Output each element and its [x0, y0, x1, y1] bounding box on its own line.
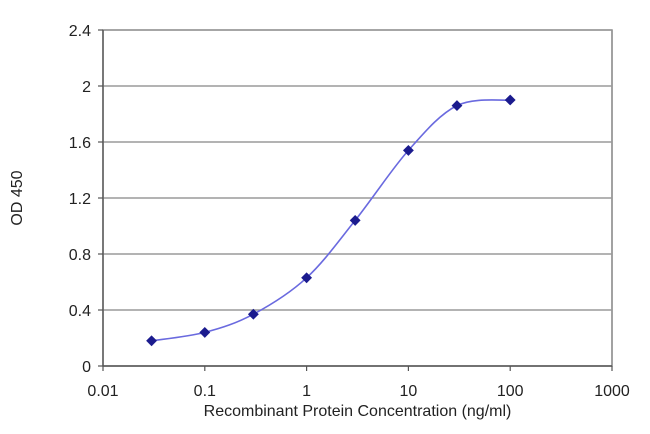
x-tick-label: 100	[497, 383, 524, 400]
data-point	[301, 272, 313, 284]
y-tick-label: 2.4	[69, 23, 91, 40]
data-point	[199, 326, 211, 338]
data-point	[451, 100, 463, 112]
y-tick-label: 0.4	[69, 303, 91, 320]
y-axis: 0 0.4 0.8 1.2 1.6 2 2.4	[69, 23, 104, 376]
data-point	[146, 335, 157, 347]
data-point	[402, 144, 414, 156]
x-tick-label: 10	[400, 383, 418, 400]
data-point	[247, 308, 259, 320]
data-point	[349, 214, 361, 226]
data-point	[504, 94, 516, 106]
x-tick-label: 0.1	[194, 383, 216, 400]
y-tick-label: 1.6	[69, 135, 91, 152]
x-tick-label: 1	[302, 383, 311, 400]
y-tick-label: 0.8	[69, 247, 91, 264]
y-tick-label: 1.2	[69, 191, 91, 208]
y-tick-label: 0	[82, 359, 91, 376]
y-tick-label: 2	[82, 79, 91, 96]
data-series	[146, 94, 516, 347]
y-axis-title: OD 450	[9, 170, 26, 225]
gridlines	[103, 29, 612, 311]
x-tick-label: 0.01	[87, 383, 118, 400]
x-axis-title: Recombinant Protein Concentration (ng/ml…	[204, 403, 512, 420]
x-axis: 0.01 0.1 1 10 100 1000	[87, 365, 630, 400]
x-tick-label: 1000	[594, 383, 630, 400]
series-line	[151, 99, 511, 342]
